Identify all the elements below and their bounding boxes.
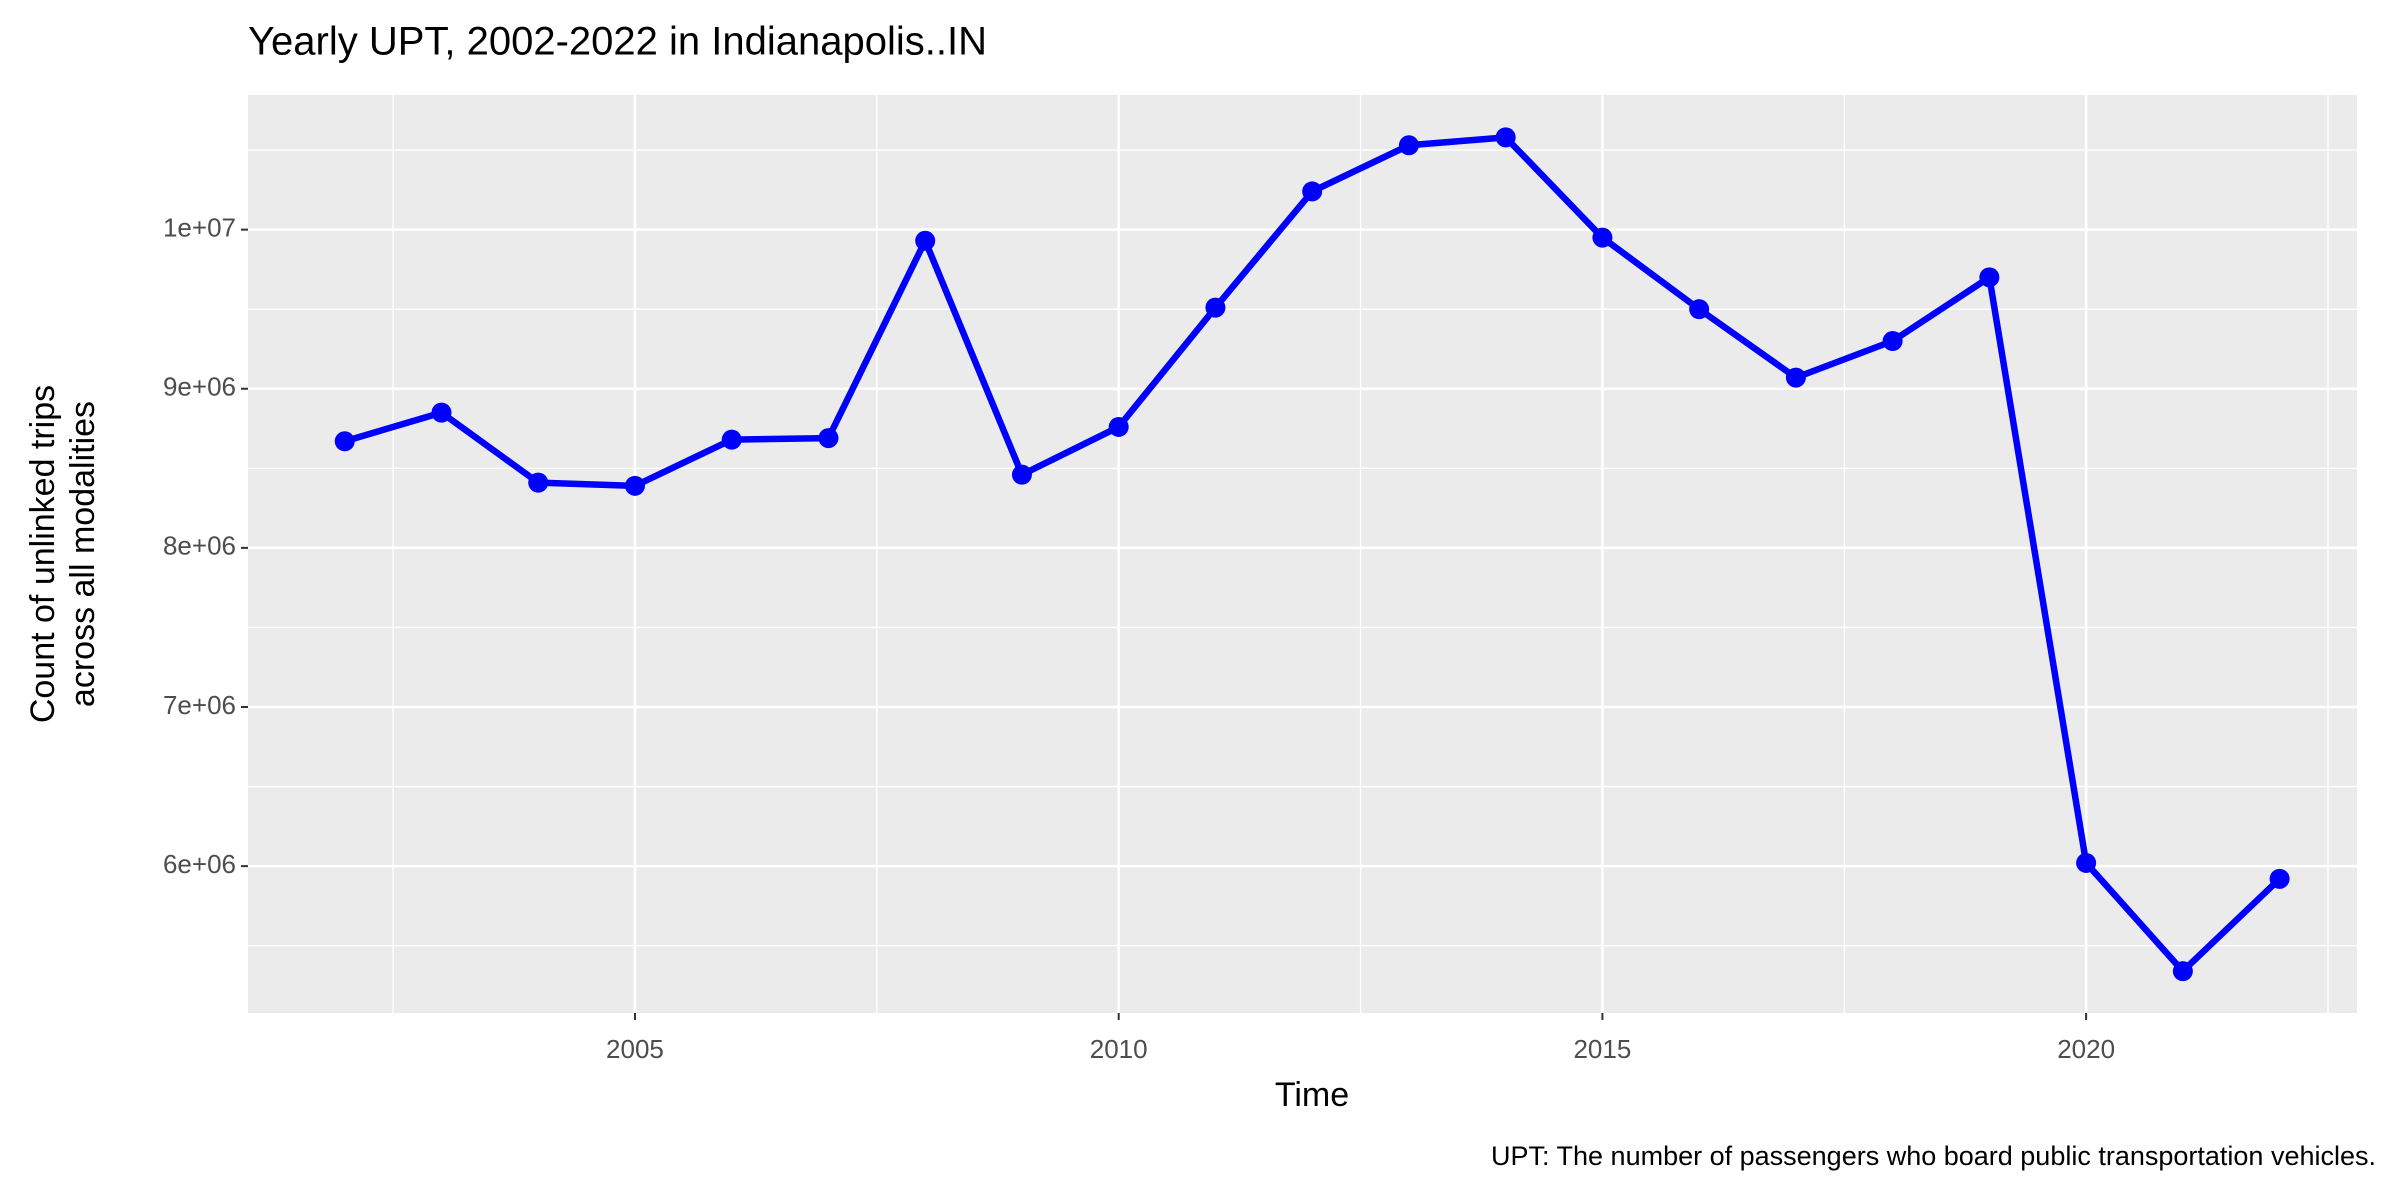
x-axis-title: Time [1275, 1076, 1349, 1114]
y-axis-title: Count of unlinked trips [24, 385, 62, 723]
point [1398, 135, 1419, 156]
x-tick-label: 2005 [606, 1034, 664, 1064]
point [431, 402, 452, 423]
chart-title: Yearly UPT, 2002-2022 in Indianapolis..I… [248, 20, 987, 64]
point [1011, 464, 1032, 485]
y-tick-label: 6e+06 [163, 849, 236, 879]
point [1108, 416, 1129, 437]
point [2076, 852, 2097, 873]
y-tick-label: 7e+06 [163, 690, 236, 720]
x-tick-label: 2010 [1090, 1034, 1148, 1064]
point [334, 431, 355, 452]
x-tick-label: 2020 [2057, 1034, 2115, 1064]
plot-panel [248, 95, 2357, 1013]
point [818, 428, 839, 449]
point [1302, 181, 1323, 202]
point [528, 472, 549, 493]
point [1882, 331, 1903, 352]
point [915, 230, 936, 251]
y-tick-label: 1e+07 [163, 212, 236, 242]
y-tick-label: 9e+06 [163, 372, 236, 402]
x-tick-label: 2015 [1573, 1034, 1631, 1064]
point [2269, 868, 2290, 889]
point [1785, 367, 1806, 388]
point [1979, 267, 2000, 288]
caption: UPT: The number of passengers who board … [1491, 1141, 2376, 1171]
point [2172, 961, 2193, 982]
point [624, 475, 645, 496]
y-axis-title: across all modalities [64, 401, 102, 707]
point [721, 429, 742, 450]
y-tick-label: 8e+06 [163, 531, 236, 561]
point [1592, 227, 1613, 248]
point [1205, 297, 1226, 318]
point [1689, 299, 1710, 320]
point [1495, 127, 1516, 148]
